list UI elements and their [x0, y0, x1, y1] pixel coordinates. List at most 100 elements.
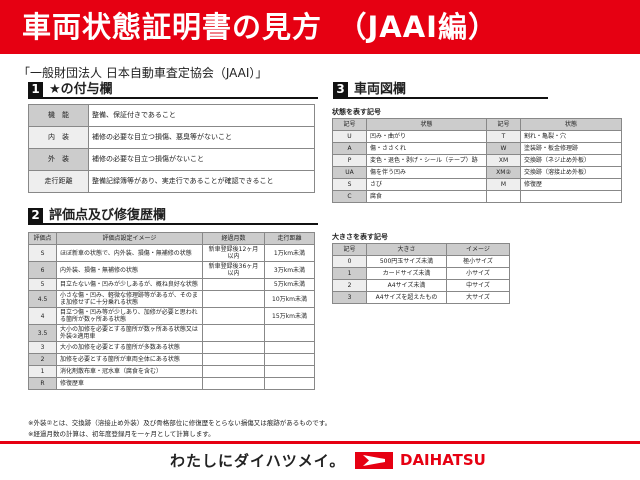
column-header: 記号: [486, 118, 521, 131]
table-cell: 消化剤散布車・冠水車（腐食を含む）: [56, 365, 203, 378]
table-cell: さび: [366, 178, 487, 191]
table-cell: XM: [486, 154, 521, 167]
table-cell: [202, 324, 265, 342]
table-cell: S: [332, 178, 367, 191]
header-row: 評価点 評価点設定イメージ 経過月数 走行距離: [28, 232, 315, 245]
page-title-banner: 車両状態証明書の見方 （JAAI編）: [0, 0, 640, 54]
table-cell: 2: [332, 279, 367, 292]
column-header: 状態: [520, 118, 622, 131]
section2-header: 2 評価点及び修復歴欄: [28, 208, 318, 225]
table-cell: 10万km未満: [264, 290, 315, 308]
table-cell: 交換跡（溶接止め外板）: [520, 166, 622, 179]
table-cell: 新車登録後36ヶ月以内: [202, 261, 265, 279]
table-cell: カードサイズ未満: [366, 267, 447, 280]
table-row: 6 内外装、損傷・無補修の状態 新車登録後36ヶ月以内 3万km未満: [28, 261, 315, 279]
table-row: 2 A4サイズ未満 中サイズ: [332, 279, 510, 292]
table-cell: 塗装跡・板金修理跡: [520, 142, 622, 155]
table-cell: [264, 341, 315, 354]
table-cell: A4サイズ未満: [366, 279, 447, 292]
table-cell: 傷・ささくれ: [366, 142, 487, 155]
table-cell: 修復歴: [520, 178, 622, 191]
table-cell: 2: [28, 353, 57, 366]
table-row: 1 消化剤散布車・冠水車（腐食を含む）: [28, 365, 315, 378]
table-cell: C: [332, 190, 367, 203]
table-cell: UA: [332, 166, 367, 179]
table-cell: [264, 324, 315, 342]
table-cell: M: [486, 178, 521, 191]
table-cell: [202, 290, 265, 308]
table-row: 3 A4サイズを超えたもの 大サイズ: [332, 291, 510, 304]
table-row: 内 装補修の必要な目立つ損傷、悪臭等がないこと: [28, 126, 315, 149]
table-row: UA 傷を伴う凹み XM② 交換跡（溶接止め外板）: [332, 166, 622, 179]
table-row: 3 大小の加修を必要とする箇所が多数ある状態: [28, 341, 315, 354]
table-cell: S: [28, 244, 57, 262]
column-header: 評価点: [28, 232, 57, 245]
page-title: 車両状態証明書の見方 （JAAI編）: [22, 10, 498, 44]
header-row: 記号 状態 記号 状態: [332, 118, 622, 131]
table-cell: 1万km未満: [264, 244, 315, 262]
table-cell: 15万km未満: [264, 307, 315, 325]
table-cell: [202, 365, 265, 378]
column-header: 記号: [332, 118, 367, 131]
row-text: 補修の必要な目立つ損傷、悪臭等がないこと: [88, 126, 315, 149]
section3-number: 3: [333, 82, 348, 97]
table-row: A 傷・ささくれ W 塗装跡・板金修理跡: [332, 142, 622, 155]
table-row: P 変色・退色・剥げ・シール（テープ）跡 XM 交換跡（ネジ止め外板）: [332, 154, 622, 167]
row-text: 補修の必要な目立つ損傷がないこと: [88, 148, 315, 171]
table-cell: 小さな傷・凹み、軽微な修理跡等があるが、そのまま加修せずに十分乗れる状態: [56, 290, 203, 308]
section1-header: 1 ★の付与欄: [28, 82, 318, 99]
table-row: 機 能整備、保証付きであること: [28, 104, 315, 127]
table-cell: 凹み・曲がり: [366, 130, 487, 143]
organization-name: 「一般財団法人 日本自動車査定協会（JAAI）」: [18, 66, 268, 80]
table-cell: 加修を必要とする箇所が車両全体にある状態: [56, 353, 203, 366]
table-row: 4 目立つ傷・凹み等が少しあり、加修が必要と思われる箇所が数ヶ所ある状態 15万km…: [28, 307, 315, 325]
table-cell: [486, 190, 521, 203]
column-header: 記号: [332, 243, 367, 256]
table-cell: 3.5: [28, 324, 57, 342]
table-cell: [264, 353, 315, 366]
table-cell: [264, 365, 315, 378]
column-header: 経過月数: [202, 232, 265, 245]
table-row: 0 500円玉サイズ未満 極小サイズ: [332, 255, 510, 268]
table-cell: 3: [28, 341, 57, 354]
table-cell: 5万km未満: [264, 278, 315, 291]
star-table: 機 能整備、保証付きであること内 装補修の必要な目立つ損傷、悪臭等がないこと外 …: [28, 104, 315, 193]
table-row: U 凹み・曲がり T 割れ・亀裂・穴: [332, 130, 622, 143]
table-cell: [520, 190, 622, 203]
table-cell: [202, 377, 265, 390]
table-cell: 5: [28, 278, 57, 291]
table-cell: XM②: [486, 166, 521, 179]
table-row: 外 装補修の必要な目立つ損傷がないこと: [28, 148, 315, 171]
table-cell: 極小サイズ: [446, 255, 510, 268]
row-label: 外 装: [28, 148, 89, 171]
state-label: 状態を表す記号: [332, 108, 381, 116]
size-label: 大きさを表す記号: [332, 233, 388, 241]
table-cell: 目立たない傷・凹みが少しあるが、概ね良好な状態: [56, 278, 203, 291]
table-cell: 中サイズ: [446, 279, 510, 292]
table-cell: 小サイズ: [446, 267, 510, 280]
table-cell: 割れ・亀裂・穴: [520, 130, 622, 143]
column-header: 状態: [366, 118, 487, 131]
table-cell: 大サイズ: [446, 291, 510, 304]
table-cell: T: [486, 130, 521, 143]
section2-number: 2: [28, 208, 43, 223]
table-row: S さび M 修復歴: [332, 178, 622, 191]
header-row: 記号 大きさ イメージ: [332, 243, 510, 256]
table-cell: 大小の加修を必要とする箇所が数ヶ所ある状態又は外装②適用車: [56, 324, 203, 342]
table-cell: 交換跡（ネジ止め外板）: [520, 154, 622, 167]
size-table: 記号 大きさ イメージ 0 500円玉サイズ未満 極小サイズ 1 カードサイズ未満 小サイズ 2 A…: [332, 243, 510, 304]
table-cell: 1: [28, 365, 57, 378]
section3-header: 3 車両図欄: [333, 82, 548, 99]
column-header: 大きさ: [366, 243, 447, 256]
note-1: ※外装②とは、交換跡（溶接止め外装）及び骨格部位に修復歴をとらない損傷又は痕跡が…: [28, 419, 332, 427]
table-cell: 大小の加修を必要とする箇所が多数ある状態: [56, 341, 203, 354]
table-cell: W: [486, 142, 521, 155]
table-row: 2 加修を必要とする箇所が車両全体にある状態: [28, 353, 315, 366]
section1-number: 1: [28, 82, 43, 97]
table-row: 3.5 大小の加修を必要とする箇所が数ヶ所ある状態又は外装②適用車: [28, 324, 315, 342]
table-row: R 修復歴車: [28, 377, 315, 390]
table-cell: 500円玉サイズ未満: [366, 255, 447, 268]
table-cell: [202, 341, 265, 354]
table-row: S ほぼ新車の状態で、内外装、損傷・無補修の状態 新車登録後12ヶ月以内 1万km未満: [28, 244, 315, 262]
row-text: 整備記録簿等があり、実走行であることが確認できること: [88, 170, 315, 193]
